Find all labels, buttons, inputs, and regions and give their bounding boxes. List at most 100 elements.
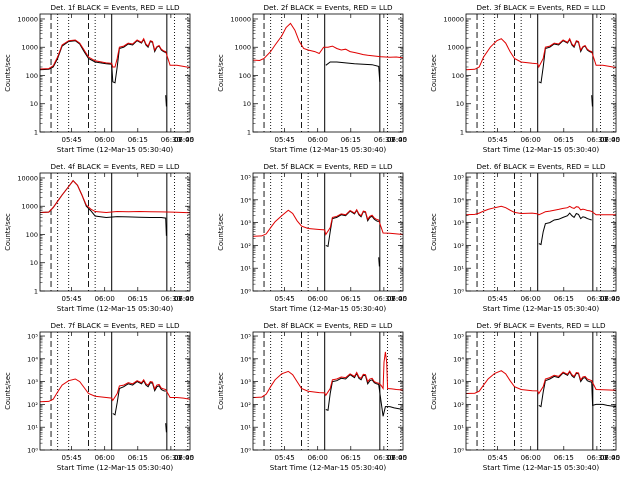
x-tick-label: 07:00 [387, 295, 407, 303]
y-tick-label: 10 [243, 100, 251, 108]
x-tick-label: 06:15 [128, 136, 148, 144]
x-tick-label: 06:45 [600, 295, 620, 303]
x-tick-label: 07:00 [600, 295, 620, 303]
x-tick-label: 06:15 [341, 136, 361, 144]
x-tick-label: 06:30 [374, 136, 394, 144]
y-tick-label: 100 [26, 231, 38, 239]
y-tick-label: 10000 [17, 174, 38, 182]
x-tick-label: 06:15 [554, 295, 574, 303]
series-lld-line [466, 370, 616, 395]
series-lld-line [466, 205, 616, 216]
x-tick-label: 06:30 [587, 136, 607, 144]
x-tick-label: 06:15 [341, 295, 361, 303]
plot-frame [465, 172, 617, 292]
x-axis-label: Start Time (12-Mar-15 05:30:40) [483, 145, 600, 154]
y-tick-label: 1 [460, 129, 464, 137]
y-tick-label: 10⁰ [453, 447, 464, 455]
x-tick-label: 06:45 [387, 454, 407, 462]
y-tick-label: 10⁵ [240, 174, 251, 182]
x-axis-label: Start Time (12-Mar-15 05:30:40) [57, 145, 174, 154]
y-tick-label: 10⁵ [453, 174, 464, 182]
series-lld-line [40, 37, 190, 70]
y-tick-label: 10 [30, 100, 38, 108]
x-tick-label: 06:30 [161, 454, 181, 462]
x-tick-label: 07:00 [600, 454, 620, 462]
series-lld-line [253, 351, 403, 398]
series-events-line [112, 379, 166, 416]
y-tick-label: 10² [453, 242, 464, 250]
plot-frame [39, 172, 191, 292]
x-axis-label: Start Time (12-Mar-15 05:30:40) [483, 463, 600, 472]
y-tick-label: 10³ [27, 378, 38, 386]
plot-frame [252, 172, 404, 292]
series-lld-line [40, 378, 190, 403]
y-axis-label: Counts/sec [4, 372, 12, 410]
y-tick-label: 10² [240, 401, 251, 409]
y-tick-label: 10² [453, 401, 464, 409]
x-tick-label: 05:45 [488, 454, 508, 462]
series-events-tail [165, 95, 167, 107]
y-axis-label: Counts/sec [430, 54, 438, 92]
y-tick-label: 1 [34, 288, 38, 296]
x-tick-label: 06:30 [161, 295, 181, 303]
y-tick-label: 10⁴ [240, 355, 251, 363]
y-tick-label: 10³ [453, 378, 464, 386]
panel-title: Det. 5f BLACK = Events, RED = LLD [263, 162, 393, 171]
x-tick-label: 06:15 [341, 454, 361, 462]
detector-panel-8: Det. 8f BLACK = Events, RED = LLD 05:45 06… [217, 321, 407, 472]
x-tick-label: 06:45 [387, 136, 407, 144]
x-tick-label: 06:45 [600, 454, 620, 462]
y-tick-label: 10⁵ [27, 333, 38, 341]
y-tick-label: 1 [34, 129, 38, 137]
y-tick-label: 10⁰ [240, 288, 251, 296]
y-tick-label: 10² [240, 242, 251, 250]
panel-title: Det. 3f BLACK = Events, RED = LLD [476, 3, 606, 12]
x-tick-label: 05:45 [275, 295, 295, 303]
x-tick-label: 06:00 [521, 454, 541, 462]
plot-frame [252, 13, 404, 133]
x-tick-label: 06:30 [587, 295, 607, 303]
y-tick-label: 100 [26, 72, 38, 80]
x-tick-label: 06:15 [128, 454, 148, 462]
x-axis-label: Start Time (12-Mar-15 05:30:40) [270, 304, 387, 313]
y-tick-label: 10⁵ [240, 333, 251, 341]
panel-title: Det. 9f BLACK = Events, RED = LLD [476, 321, 606, 330]
y-axis-label: Counts/sec [4, 54, 12, 92]
detector-panel-2: Det. 2f BLACK = Events, RED = LLD 05:45 06… [217, 3, 407, 154]
series-events-tail [165, 423, 167, 433]
plot-frame [252, 331, 404, 451]
x-tick-label: 07:00 [387, 454, 407, 462]
y-axis-label: Counts/sec [217, 213, 225, 251]
panel-title: Det. 8f BLACK = Events, RED = LLD [263, 321, 393, 330]
series-events-tail [378, 257, 380, 267]
y-tick-label: 10³ [240, 219, 251, 227]
x-tick-label: 06:30 [161, 136, 181, 144]
x-tick-label: 05:45 [62, 136, 82, 144]
y-axis-label: Counts/sec [430, 213, 438, 251]
panel-title: Det. 4f BLACK = Events, RED = LLD [50, 162, 180, 171]
y-tick-label: 10¹ [453, 265, 464, 273]
y-tick-label: 10² [27, 401, 38, 409]
y-tick-label: 10⁰ [240, 447, 251, 455]
y-tick-label: 10⁴ [27, 355, 38, 363]
y-tick-label: 10¹ [453, 424, 464, 432]
x-tick-label: 06:45 [387, 295, 407, 303]
series-lld-line [466, 37, 616, 71]
series-events-line [40, 38, 166, 84]
series-events-line [325, 372, 403, 417]
series-events-tail [591, 95, 593, 107]
x-axis-label: Start Time (12-Mar-15 05:30:40) [270, 145, 387, 154]
y-tick-label: 1000 [447, 44, 464, 52]
y-tick-label: 10⁵ [453, 333, 464, 341]
series-lld-line [253, 208, 403, 237]
y-tick-label: 1000 [234, 44, 251, 52]
y-tick-label: 10⁰ [453, 288, 464, 296]
x-tick-label: 06:00 [95, 454, 115, 462]
y-tick-label: 1000 [21, 44, 38, 52]
panel-title: Det. 1f BLACK = Events, RED = LLD [50, 3, 180, 12]
y-tick-label: 1 [247, 129, 251, 137]
series-events-line [538, 212, 592, 246]
x-tick-label: 06:45 [174, 295, 194, 303]
x-tick-label: 06:45 [600, 136, 620, 144]
detector-panel-7: Det. 7f BLACK = Events, RED = LLD 05:45 06… [4, 321, 194, 472]
